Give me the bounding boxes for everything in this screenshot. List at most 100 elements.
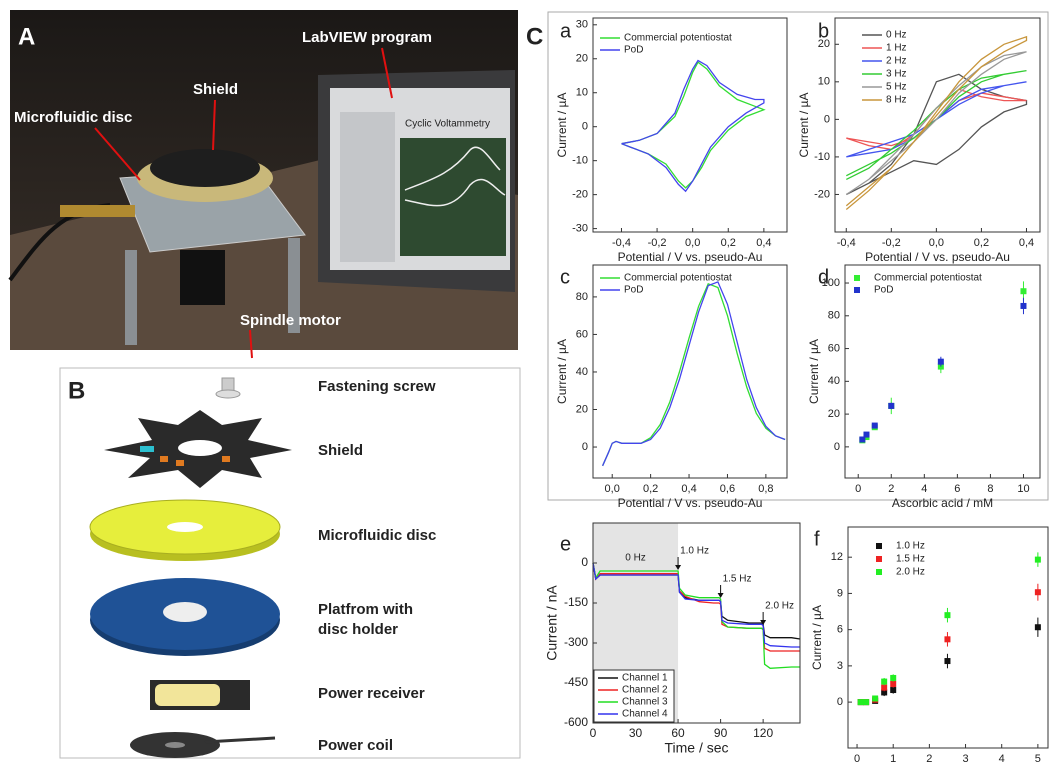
screen-controls [340,112,395,262]
shield [150,149,260,187]
panel-label: e [560,533,571,555]
plot-area [593,265,787,478]
legend-label: Channel 4 [622,709,668,720]
component-label: disc holder [318,621,398,638]
point [881,679,887,685]
coil-center [165,742,185,748]
legend-label: 3 Hz [886,69,907,80]
x-tick-label: 3 [962,753,968,762]
point [890,687,896,693]
y-tick-label: -600 [564,715,588,729]
ribbon [60,205,135,217]
legend-key [854,287,860,293]
figure: Cyclic Voltammetry A LabVIEW program Shi… [0,0,1052,762]
coil-lead [205,738,275,742]
legend-label: Channel 3 [622,697,668,708]
callout: LabVIEW program [302,29,432,46]
y-axis-label: Current / µA [797,93,811,158]
panel-label: b [818,20,829,42]
y-axis-label: Current / µA [555,339,569,404]
legend-label: 0 Hz [886,30,907,41]
legend-label: Channel 2 [622,685,668,696]
point [890,681,896,687]
x-tick-label: 0,4 [1019,237,1034,249]
legend-label: 1.5 Hz [896,554,925,565]
point [863,699,869,705]
component [160,456,168,462]
disc-holder [163,602,207,622]
y-tick-label: 0 [581,555,588,569]
screen-graph [400,138,506,256]
legend-key [876,543,882,549]
screw-head [216,390,240,398]
plot-area [835,18,1040,232]
point [872,423,878,429]
event-label: 2.0 Hz [765,601,794,612]
legend-label: Commercial potentiostat [874,273,982,284]
point [1020,303,1026,309]
y-tick-label: -150 [564,595,588,609]
x-tick-label: 2 [926,753,932,762]
spindle-motor [180,250,225,305]
component-label: Shield [318,442,363,459]
panel-b: B Fastening screw Shield Microfluidic di… [60,368,520,758]
y-tick-label: 60 [576,328,588,340]
x-tick-label: 0,4 [756,237,771,249]
x-tick-label: -0,4 [837,237,856,249]
y-tick-label: 40 [828,375,840,387]
y-tick-label: 80 [828,310,840,322]
x-tick-label: 0,0 [685,237,700,249]
panel-label: C [526,23,543,50]
legend-label: PoD [624,285,643,296]
x-tick-label: 8 [987,483,993,495]
legend-label: 1 Hz [886,43,907,54]
x-tick-label: 0 [855,483,861,495]
y-tick-label: 20 [576,403,588,415]
point [1035,624,1041,630]
point [944,636,950,642]
y-axis-label: Current / nA [544,585,560,661]
point [1020,288,1026,294]
panel-label: f [814,528,820,550]
component-label: Microfluidic disc [318,527,436,544]
y-tick-label: 0 [837,696,843,708]
y-tick-label: -30 [572,223,588,235]
screen-title: Cyclic Voltammetry [405,119,490,130]
legend-label: Channel 1 [622,673,668,684]
callout: Spindle motor [240,312,341,329]
legend-label: Commercial potentiostat [624,273,732,284]
x-tick-label: 120 [753,726,773,740]
y-tick-label: 40 [576,366,588,378]
legend-label: PoD [624,45,643,56]
x-axis-label: Potential / V vs. pseudo-Au [618,250,763,264]
x-tick-label: 90 [714,726,728,740]
point [1035,589,1041,595]
x-tick-label: 0 [590,726,597,740]
y-tick-label: -450 [564,675,588,689]
plot-area [593,18,787,232]
event-label: 1.5 Hz [723,574,752,585]
component [140,446,154,452]
y-tick-label: 3 [837,660,843,672]
point [888,403,894,409]
x-tick-label: -0,4 [612,237,631,249]
point [944,658,950,664]
shield-hole [178,440,222,456]
x-axis-label: Time / sec [664,740,728,756]
x-tick-label: 0 [854,753,860,762]
panel-label: d [818,266,829,288]
legend-label: 1.0 Hz [896,541,925,552]
legend-label: 5 Hz [886,82,907,93]
x-tick-label: 0,6 [720,483,735,495]
y-tick-label: 10 [818,76,830,88]
y-axis-label: Current / µA [555,93,569,158]
x-tick-label: 4 [999,753,1005,762]
point [944,612,950,618]
y-tick-label: 10 [576,87,588,99]
post [125,250,137,345]
panel-label: a [560,20,572,42]
point [881,685,887,691]
legend-key [854,275,860,281]
legend-label: PoD [874,285,893,296]
x-tick-label: 2 [888,483,894,495]
